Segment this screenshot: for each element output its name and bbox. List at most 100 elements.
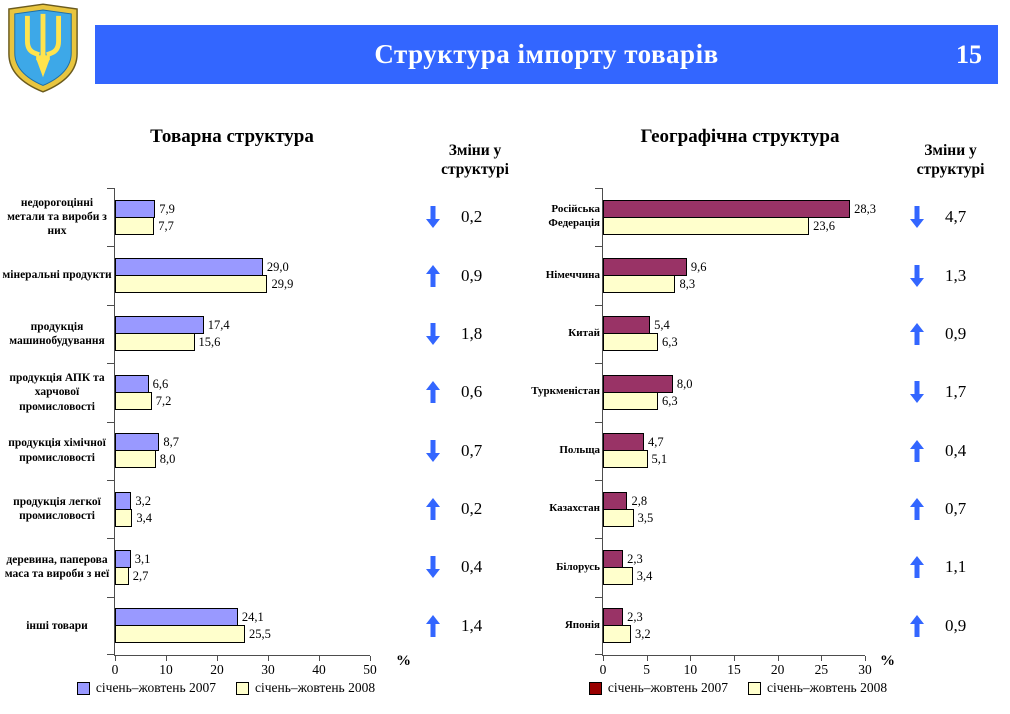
arrow-up-icon	[910, 322, 924, 345]
series-2007-swatch-icon	[588, 681, 602, 695]
change-row: 0,2	[420, 188, 530, 246]
category-label: Японія	[522, 597, 600, 655]
left-chart-title: Товарна структура	[150, 126, 314, 147]
x-axis-tick-label: 0	[111, 662, 119, 677]
bar-series-0	[603, 374, 673, 393]
x-axis-tick-label: 0	[599, 662, 607, 677]
y-axis-tick	[595, 654, 602, 655]
bar-series-1	[603, 508, 634, 527]
arrow-up-icon	[426, 498, 440, 521]
y-axis-tick	[107, 479, 114, 481]
bar-value-label: 5,4	[654, 318, 670, 333]
change-row: 0,6	[420, 363, 530, 421]
category-label: інші товари	[2, 597, 112, 655]
legend-label: січень–жовтень 2007	[95, 680, 216, 695]
category-label: продукція хімічної промисловості	[2, 422, 112, 480]
category-label-text: продукція легкої промисловості	[13, 495, 101, 523]
bar-series-1	[603, 450, 648, 469]
change-value: 0,7	[461, 440, 483, 460]
bar-series-1	[115, 450, 156, 469]
bar-value-label: 2,3	[627, 610, 643, 625]
ukraine-coat-of-arms-icon	[8, 3, 78, 93]
change-value: 0,9	[945, 323, 967, 343]
left-category-labels: недорогоцінні метали та вироби з них міне…	[2, 188, 112, 655]
change-row: 0,2	[420, 480, 530, 538]
category-label-text: продукція машинобудування	[9, 320, 105, 347]
y-axis-tick	[595, 421, 602, 423]
legend-item: січень–жовтень 2007	[588, 680, 728, 696]
category-label-text: деревина, паперова маса та вироби з неї	[4, 554, 110, 581]
series-2007-swatch-icon	[76, 681, 90, 695]
bar-series-0	[115, 608, 238, 627]
category-label-text: Японія	[564, 618, 600, 631]
category-label: деревина, паперова маса та вироби з неї	[2, 538, 112, 596]
arrow-down-icon	[910, 206, 924, 229]
bar-series-1	[603, 391, 659, 410]
bar-series-1	[115, 391, 152, 410]
bar-series-1	[115, 508, 133, 527]
change-value: 1,7	[945, 382, 967, 402]
x-axis-tick	[777, 656, 779, 661]
legend-item: січень–жовтень 2008	[236, 680, 375, 696]
right-changes-column: 4,7 1,3 0,9 1,7 0,4 0,7 1,1 0,9	[898, 188, 1003, 655]
bar-series-0	[603, 258, 687, 277]
left-changes-header: Зміни у структурі	[441, 142, 509, 179]
bar-value-label: 7,7	[158, 218, 174, 233]
bar-value-label: 2,7	[132, 568, 149, 583]
change-row: 0,9	[898, 305, 1003, 363]
x-axis-tick	[268, 656, 269, 661]
x-axis-tick-label: 40	[312, 662, 326, 677]
bar-value-label: 3,4	[136, 510, 152, 525]
arrow-up-icon	[426, 614, 440, 637]
bar-series-0	[603, 491, 628, 510]
y-axis-tick	[595, 479, 602, 481]
category-label: продукція легкої промисловості	[2, 480, 112, 538]
category-label-text: продукція хімічної промисловості	[8, 437, 106, 464]
page-number: 15	[956, 39, 982, 69]
series-2008-swatch-icon	[748, 681, 761, 695]
category-label-text: недорогоцінні метали та вироби з них	[7, 196, 107, 238]
bar-value-label: 8,7	[163, 435, 179, 450]
bar-value-label: 15,6	[198, 335, 221, 350]
y-axis-tick	[595, 304, 602, 306]
category-label-text: Німеччина	[545, 268, 600, 281]
legend-item: січень–жовтень 2008	[748, 680, 887, 696]
change-value: 0,2	[461, 207, 483, 227]
x-axis-tick-label: 5	[643, 662, 651, 677]
right-changes-header: Зміни у структурі	[916, 142, 985, 179]
category-label: недорогоцінні метали та вироби з них	[2, 188, 112, 246]
x-axis-tick-label: 30	[858, 662, 872, 677]
bar-series-0	[603, 316, 651, 335]
x-axis-tick	[690, 656, 692, 661]
bar-value-label: 3,2	[634, 627, 651, 642]
category-label-text: Польща	[559, 443, 600, 456]
bar-series-1	[115, 625, 246, 644]
category-label: Туркменістан	[522, 363, 600, 421]
y-axis-tick	[107, 304, 114, 306]
category-label-text: Китай	[568, 327, 600, 340]
bar-value-label: 24,1	[241, 610, 264, 625]
change-value: 0,4	[945, 440, 967, 460]
change-value: 0,6	[461, 382, 483, 402]
bar-value-label: 3,2	[135, 493, 151, 508]
y-axis-tick	[107, 654, 114, 655]
bar-value-label: 6,3	[662, 393, 678, 408]
change-row: 0,4	[420, 538, 530, 596]
bar-series-1	[603, 333, 659, 352]
right-x-axis: 0 5 10 15 20 25 30	[599, 656, 872, 682]
bar-series-1	[115, 216, 155, 235]
y-axis-tick	[107, 421, 114, 423]
left-x-axis: 0 10 20 30 40 50	[111, 656, 377, 682]
y-axis-tick	[595, 363, 602, 365]
bar-value-label: 17,4	[207, 318, 230, 333]
change-value: 1,8	[461, 323, 483, 343]
y-axis-tick	[595, 188, 602, 189]
category-label-text: Казахстан	[549, 502, 600, 515]
x-axis-tick	[865, 656, 866, 661]
arrow-down-icon	[910, 264, 924, 287]
y-axis-tick	[107, 363, 114, 365]
bar-value-label: 8,3	[679, 277, 696, 292]
bar-series-0	[603, 199, 851, 218]
bar-value-label: 3,1	[134, 551, 151, 566]
left-chart-legend: січень–жовтень 2007 січень–жовтень 2008	[70, 680, 382, 696]
